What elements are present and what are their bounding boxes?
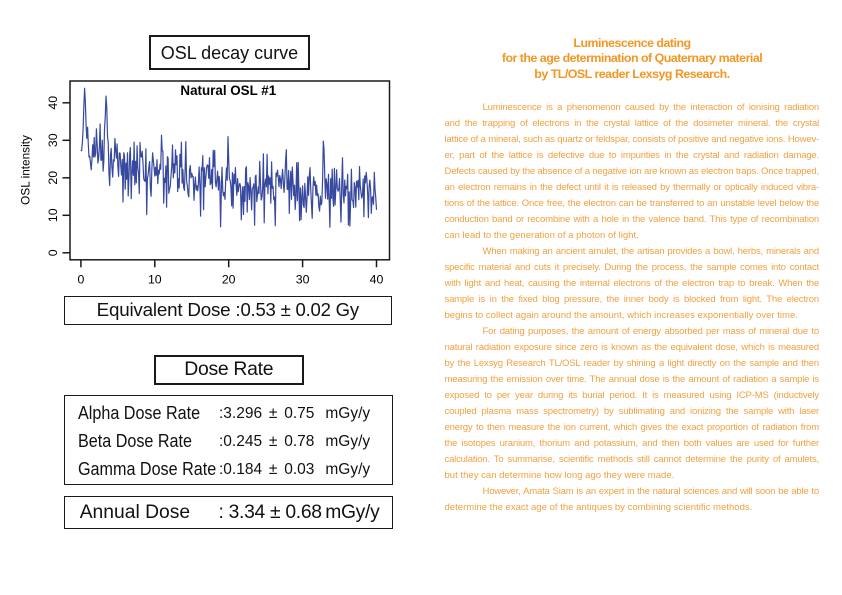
- svg-text:0: 0: [46, 249, 60, 256]
- svg-text:Natural OSL #1: Natural OSL #1: [180, 83, 276, 98]
- svg-text:20: 20: [222, 273, 236, 287]
- svg-text:40: 40: [370, 273, 384, 287]
- svg-text:40: 40: [46, 96, 60, 110]
- svg-text:30: 30: [46, 133, 60, 147]
- svg-text:0: 0: [77, 273, 84, 287]
- svg-text:30: 30: [296, 273, 310, 287]
- svg-text:OSL intensity: OSL intensity: [19, 135, 33, 205]
- svg-text:10: 10: [148, 273, 162, 287]
- svg-text:20: 20: [46, 171, 60, 185]
- svg-text:10: 10: [46, 208, 60, 222]
